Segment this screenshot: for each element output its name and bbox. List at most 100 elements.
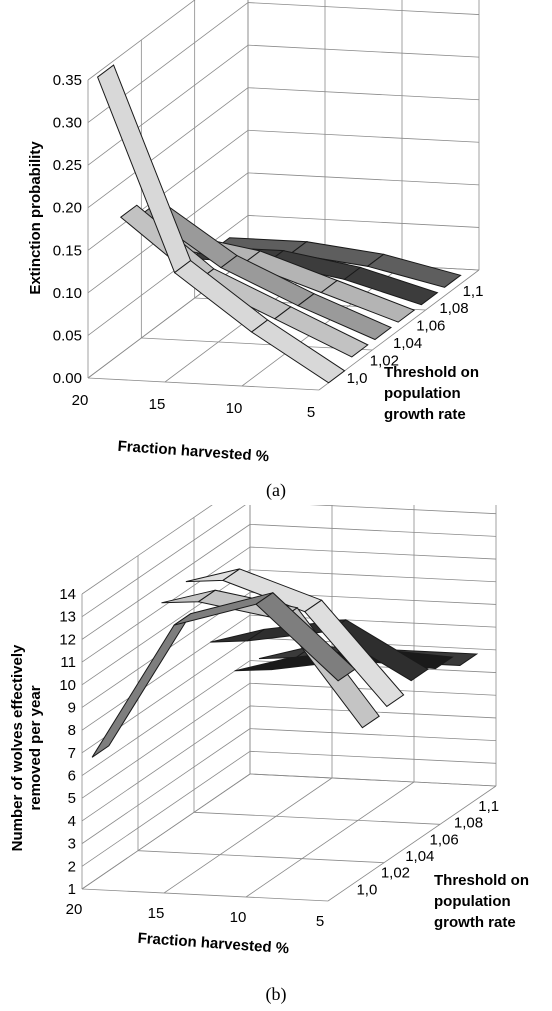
ribbon-segment: [234, 657, 289, 672]
y-tick-label: 5: [68, 790, 76, 807]
series-ribbon-5: [212, 237, 462, 288]
z-tick-label: 1,0: [347, 370, 368, 387]
ribbon-segment: [210, 628, 265, 643]
gridline-side: [87, 0, 196, 81]
x-axis-title: Fraction harvested %: [117, 438, 270, 466]
y-tick-label: 10: [59, 677, 76, 694]
y-axis-title-line: removed per year: [27, 685, 44, 810]
gridline-side: [81, 682, 251, 799]
y-tick-label: 9: [68, 699, 76, 716]
y-tick-label: 0.25: [53, 157, 82, 174]
gridline-side: [81, 728, 251, 844]
ribbon-segment: [304, 599, 405, 708]
x-tick-label: 15: [148, 905, 165, 922]
z-tick-label: 1,08: [454, 815, 483, 832]
gridline-side: [81, 524, 251, 640]
gridline-floor: [249, 773, 497, 787]
z-tick-label: 1,04: [405, 848, 434, 865]
z-tick-label: 1,06: [430, 831, 459, 848]
ribbon-segment: [343, 266, 439, 306]
z-tick-label: 1,1: [478, 798, 499, 815]
ribbon-segment: [366, 253, 462, 288]
ribbon-segment: [273, 306, 369, 358]
y-tick-label: 8: [68, 722, 76, 739]
y-tick-label: 0.30: [53, 115, 82, 132]
y-tick-label: 0.00: [53, 370, 82, 387]
ribbon-segment: [91, 613, 192, 758]
extinction-chart: 0.00 0.05 0.10 0.15 0.20 0.25 0.30 0.35 20 15 10 5 1…: [27, 0, 484, 466]
x-tick-label: 5: [307, 404, 315, 421]
gridline-floor: [327, 785, 497, 902]
gridline-floor: [193, 811, 441, 825]
x-tick-labels: 20 15 10 5: [72, 392, 316, 421]
chart-panel-a: 0.00 0.05 0.10 0.15 0.20 0.25 0.30 0.35 20 15 10 5 1…: [0, 0, 552, 505]
gridline-back: [249, 523, 497, 537]
z-tick-label: 1,1: [463, 283, 484, 300]
x-axis-title: Fraction harvested %: [137, 930, 290, 958]
y-tick-label: 0.05: [53, 327, 82, 344]
y-tick-label: 14: [59, 586, 76, 603]
z-tick-labels: 1,01,021,041,061,081,1: [356, 798, 499, 898]
y-tick-label: 12: [59, 631, 76, 648]
gridline-back: [249, 546, 497, 560]
gridline-back: [247, 2, 480, 15]
z-axis-title-line: Threshold on: [384, 364, 479, 381]
ribbon-segment: [250, 319, 346, 384]
gridline-floor: [81, 888, 329, 902]
gridline-side: [81, 546, 251, 663]
y-tick-label: 0.10: [53, 285, 82, 302]
z-tick-label: 1,08: [439, 300, 468, 317]
gridline-back: [249, 728, 497, 742]
y-tick-label: 11: [60, 654, 76, 671]
y-tick-labels: 0.00 0.05 0.10 0.15 0.20 0.25 0.30 0.35: [53, 72, 82, 387]
x-tick-label: 10: [226, 400, 243, 417]
gridline-floor: [318, 269, 480, 391]
gridline-side: [87, 215, 249, 336]
gridline-floor: [87, 377, 320, 391]
x-tick-label: 15: [149, 396, 166, 413]
gridline-side: [87, 44, 249, 166]
y-tick-label: 2: [68, 858, 76, 875]
gridline-side: [81, 505, 246, 618]
gridline-side: [81, 505, 213, 595]
x-tick-label: 5: [316, 913, 324, 930]
y-tick-label: 3: [68, 836, 76, 853]
ribbon-segment: [255, 592, 356, 682]
gridline-side: [81, 705, 251, 822]
ribbon-segment: [96, 64, 192, 274]
ribbon-segment: [320, 279, 416, 323]
x-tick-label: 10: [230, 909, 247, 926]
gridline-back: [247, 172, 480, 186]
y-axis-title: Extinction probability: [27, 141, 44, 295]
gridline-side: [81, 660, 251, 776]
series-ribbon-2: [185, 568, 405, 708]
z-tick-labels: 1,01,021,041,061,081,1: [347, 283, 484, 387]
y-tick-label: 1: [68, 881, 76, 898]
y-tick-label: 0.35: [53, 72, 82, 89]
gridline-back: [249, 569, 497, 583]
z-axis-title-line: growth rate: [384, 406, 466, 423]
gridline-side: [81, 750, 251, 867]
gridline-back: [247, 129, 480, 143]
z-axis-title-line: population: [384, 385, 461, 402]
gridline-back: [249, 750, 497, 764]
gridline-side: [81, 569, 251, 686]
z-axis-title-line: population: [434, 893, 511, 910]
gridline-floor: [245, 781, 415, 898]
gridline-back: [247, 215, 480, 228]
caption-a: (a): [266, 480, 286, 500]
gridline-floor: [81, 773, 251, 890]
caption-b: (b): [265, 984, 287, 1004]
y-tick-label: 0.20: [53, 200, 82, 217]
z-tick-label: 1,04: [393, 335, 422, 352]
gridline-side: [87, 129, 249, 251]
y-tick-label: 13: [59, 609, 76, 626]
z-axis-title-line: Threshold on: [434, 872, 529, 889]
z-tick-label: 1,02: [381, 865, 410, 882]
y-tick-label: 0.15: [53, 242, 82, 259]
y-tick-label: 7: [68, 745, 76, 762]
z-tick-label: 1,0: [356, 881, 377, 898]
series-ribbon-0: [96, 64, 346, 384]
